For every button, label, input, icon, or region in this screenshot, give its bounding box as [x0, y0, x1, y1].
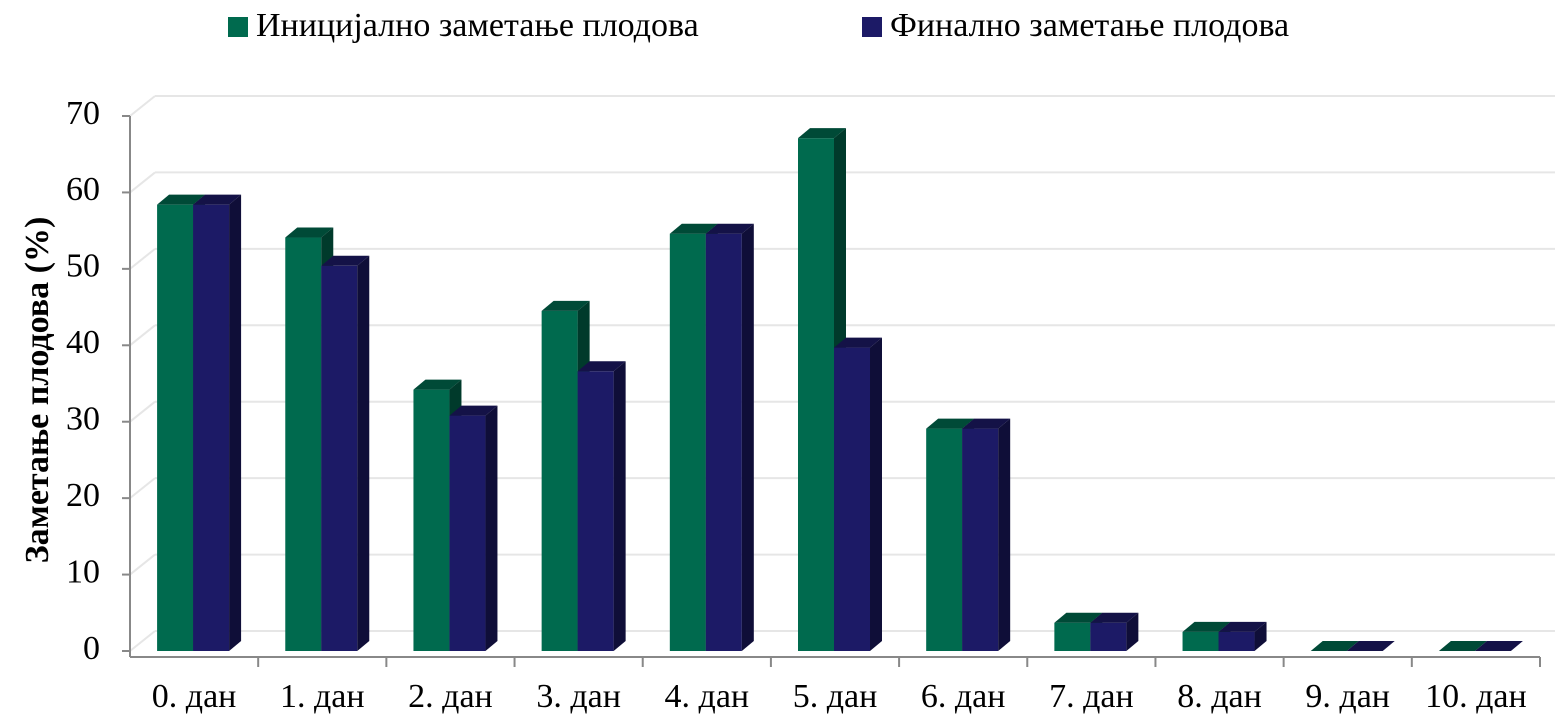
wall-line [130, 172, 155, 192]
wall-line [130, 555, 155, 575]
bar [834, 348, 870, 651]
y-tick-label: 20 [66, 477, 100, 514]
wall-line [130, 96, 155, 116]
y-tick-label: 30 [66, 401, 100, 438]
bar-side [742, 224, 754, 651]
wall-line [130, 402, 155, 422]
bar [193, 205, 229, 651]
legend-label: Иницијално заметање плодова [256, 7, 699, 44]
bar [542, 311, 578, 651]
wall-line [130, 325, 155, 345]
bar [798, 138, 834, 651]
bar-side [614, 361, 626, 651]
bar [413, 390, 449, 651]
bar [706, 234, 742, 651]
x-tick-label: 4. дан [665, 678, 750, 715]
x-tick-label: 9. дан [1305, 678, 1390, 715]
x-tick-label: 7. дан [1049, 678, 1134, 715]
y-tick-label: 50 [66, 248, 100, 285]
x-tick-label: 10. дан [1425, 678, 1527, 715]
bar [1054, 623, 1090, 651]
legend-swatch [228, 17, 248, 37]
wall-line [130, 249, 155, 269]
bar [962, 429, 998, 651]
y-tick-label: 10 [66, 553, 100, 590]
bar [1219, 632, 1255, 651]
x-tick-label: 6. дан [921, 678, 1006, 715]
wall-line [130, 631, 155, 651]
bar [285, 238, 321, 651]
bar-side [357, 256, 369, 651]
bar [1183, 632, 1219, 651]
bar [321, 266, 357, 651]
legend-swatch [862, 17, 882, 37]
bar-side [870, 338, 882, 651]
bar-side [998, 419, 1010, 651]
y-axis-title: Заметање плодова (%) [19, 217, 56, 564]
bar-side [485, 406, 497, 651]
y-tick-label: 40 [66, 324, 100, 361]
y-tick-label: 0 [83, 630, 100, 667]
bar [1090, 623, 1126, 651]
bar [157, 205, 193, 651]
x-tick-label: 8. дан [1177, 678, 1262, 715]
chart: Заметање плодова (%) 0 10 20 30 40 50 60 70 0. д… [0, 0, 1559, 725]
bar [926, 429, 962, 651]
bar [670, 234, 706, 651]
y-tick-label: 70 [66, 95, 100, 132]
x-tick-label: 3. дан [536, 678, 621, 715]
bar [449, 416, 485, 651]
x-tick-label: 1. дан [280, 678, 365, 715]
x-tick-label: 5. дан [793, 678, 878, 715]
y-tick-label: 60 [66, 171, 100, 208]
wall-line [130, 478, 155, 498]
x-tick-label: 2. дан [408, 678, 493, 715]
x-tick-label: 0. дан [152, 678, 237, 715]
legend-label: Финално заметање плодова [890, 7, 1289, 44]
bar-side [229, 195, 241, 651]
bar [578, 371, 614, 651]
